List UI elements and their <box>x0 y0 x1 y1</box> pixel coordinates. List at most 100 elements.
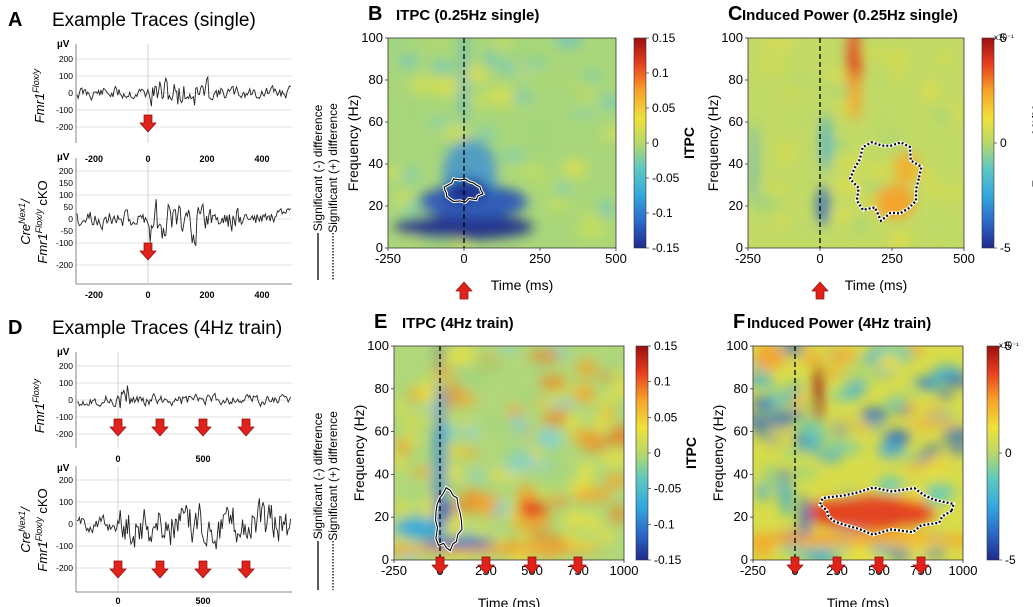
arrow-shape <box>523 556 541 575</box>
heatmap-blob <box>816 451 845 462</box>
trace-plot-2: µV 200 100 0 -100 -200 0 5 <box>56 463 292 606</box>
colorbar-tick-label: -0.15 <box>652 241 680 255</box>
heatmap-blob <box>562 159 587 179</box>
heatmap-blob <box>471 493 501 506</box>
heatmap-blob <box>592 415 612 431</box>
y-tick-label: 60 <box>729 114 743 129</box>
x-tick-label: 0 <box>115 454 120 464</box>
heatmap-blob <box>780 497 794 516</box>
heatmap-blob <box>828 138 849 151</box>
x-tick-label: 400 <box>254 154 269 164</box>
heatmap-blob <box>394 454 409 472</box>
x-tick-label: 500 <box>195 454 210 464</box>
y-tick-label: 60 <box>369 114 383 129</box>
heatmap-blob <box>411 74 439 87</box>
unit-label: µV <box>57 152 70 163</box>
heatmap-blob <box>599 371 613 382</box>
x-tick-label: 500 <box>953 251 975 266</box>
y-tick-labels: 200 150 100 50 0 -50 -100 -200 <box>56 166 73 270</box>
heatmap-blob <box>796 420 819 435</box>
heatmap-blob <box>753 413 772 427</box>
y-tick-label: 0 <box>68 395 73 405</box>
heatmap-blob <box>947 185 964 202</box>
heatmap-blob <box>862 47 884 60</box>
arrow-shape <box>237 418 255 437</box>
arrow-shape <box>477 556 495 575</box>
heatmap-blob <box>795 177 814 186</box>
y-tick-label: 100 <box>721 30 743 45</box>
y-tick-label: 0 <box>741 552 748 567</box>
heatmap-blob <box>501 44 532 63</box>
y-tick-label: 100 <box>59 190 73 200</box>
y-tick-label: -50 <box>61 226 74 236</box>
heatmap-blob <box>402 433 422 443</box>
colorbar-tick-label: -0.05 <box>654 482 682 496</box>
significance-legend: Significant (-) difference Significant (… <box>311 103 340 590</box>
stimulus-arrow <box>786 556 804 575</box>
heatmap-blob <box>753 396 775 411</box>
heatmap-blob <box>604 356 619 369</box>
heatmap-blob <box>794 112 813 131</box>
heatmap-blob <box>882 49 910 68</box>
heatmap-blob <box>761 463 777 481</box>
x-axis-label: Time (ms) <box>478 595 540 607</box>
heatmap-blob <box>484 50 498 67</box>
heatmap-blob <box>486 86 515 105</box>
heatmap-blob <box>394 439 412 456</box>
heatmap-blob <box>774 482 795 500</box>
x-tick-label: 0 <box>816 251 823 266</box>
heatmap-blob <box>596 394 618 413</box>
panel-letter: C <box>728 3 742 25</box>
stimulus-arrow <box>194 418 212 437</box>
x-axis-label: Time (ms) <box>491 277 553 293</box>
heatmap-blob <box>948 231 964 241</box>
heatmap-blob <box>916 452 931 462</box>
colorbar-exponent: x10⁻¹ <box>994 33 1014 42</box>
heatmap-feature <box>517 500 547 518</box>
colorbar-tick-label: 0 <box>654 446 661 460</box>
heatmap-blob <box>395 509 409 518</box>
heatmap-blob <box>866 75 898 91</box>
heatmap-blob <box>457 391 476 407</box>
x-tick-label: 250 <box>529 251 551 266</box>
heatmap-feature <box>753 532 955 546</box>
heatmap-blob <box>547 198 564 209</box>
panel-a: A Example Traces (single) µV 200 100 0 -… <box>8 9 292 300</box>
heatmap-blob <box>900 450 919 466</box>
arrow-shape <box>151 560 169 579</box>
y-tick-label: 0 <box>736 240 743 255</box>
panel-letter: B <box>368 3 382 25</box>
heatmap-blob <box>399 413 424 430</box>
plot-frame <box>387 37 617 249</box>
heatmap-blob <box>758 58 787 71</box>
genotype-label: CreNex1/ <box>17 506 33 553</box>
heatmap-blob <box>555 181 572 197</box>
heatmap-blob <box>434 238 459 248</box>
legend-dotted-label: Significant (+) difference <box>326 411 340 541</box>
y-tick-labels: 200 100 0 -100 -200 <box>56 361 73 439</box>
heatmap-feature <box>460 38 468 133</box>
heatmap-blob <box>596 96 616 109</box>
heatmap-blob <box>797 146 814 167</box>
heatmap-blob <box>877 107 897 120</box>
panel-letter: D <box>8 317 22 339</box>
heatmap-blob <box>866 162 892 183</box>
heatmap-blob <box>942 427 963 445</box>
legend-solid-label: Significant (-) difference <box>311 412 325 539</box>
heatmap-blob <box>511 413 525 430</box>
stimulus-arrow <box>828 556 846 575</box>
heatmap-blob <box>889 548 913 560</box>
heatmap-blob <box>771 427 788 447</box>
heatmap-blob <box>508 552 534 560</box>
stimulus-arrow <box>151 418 169 437</box>
colorbar-tick-label: -0.1 <box>654 517 675 531</box>
heatmap-blob <box>571 430 603 446</box>
panel-title: Example Traces (4Hz train) <box>52 318 282 339</box>
y-tick-label: -200 <box>56 122 73 132</box>
heatmap-blob <box>832 209 854 222</box>
heatmap-blob <box>523 491 537 502</box>
x-axis-label: Time (ms) <box>827 595 889 607</box>
arrow-shape <box>139 242 157 261</box>
heatmap-blob <box>496 61 519 73</box>
